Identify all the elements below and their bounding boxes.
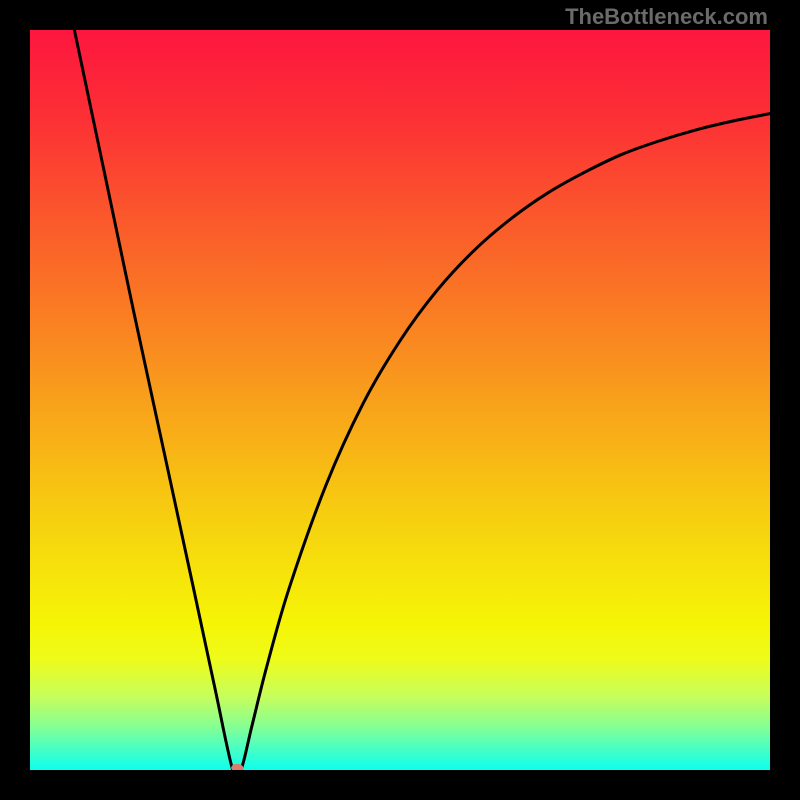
- bottleneck-curve: [30, 30, 770, 770]
- plot-area: [30, 30, 770, 770]
- watermark-text: TheBottleneck.com: [565, 4, 768, 30]
- chart-frame: TheBottleneck.com: [0, 0, 800, 800]
